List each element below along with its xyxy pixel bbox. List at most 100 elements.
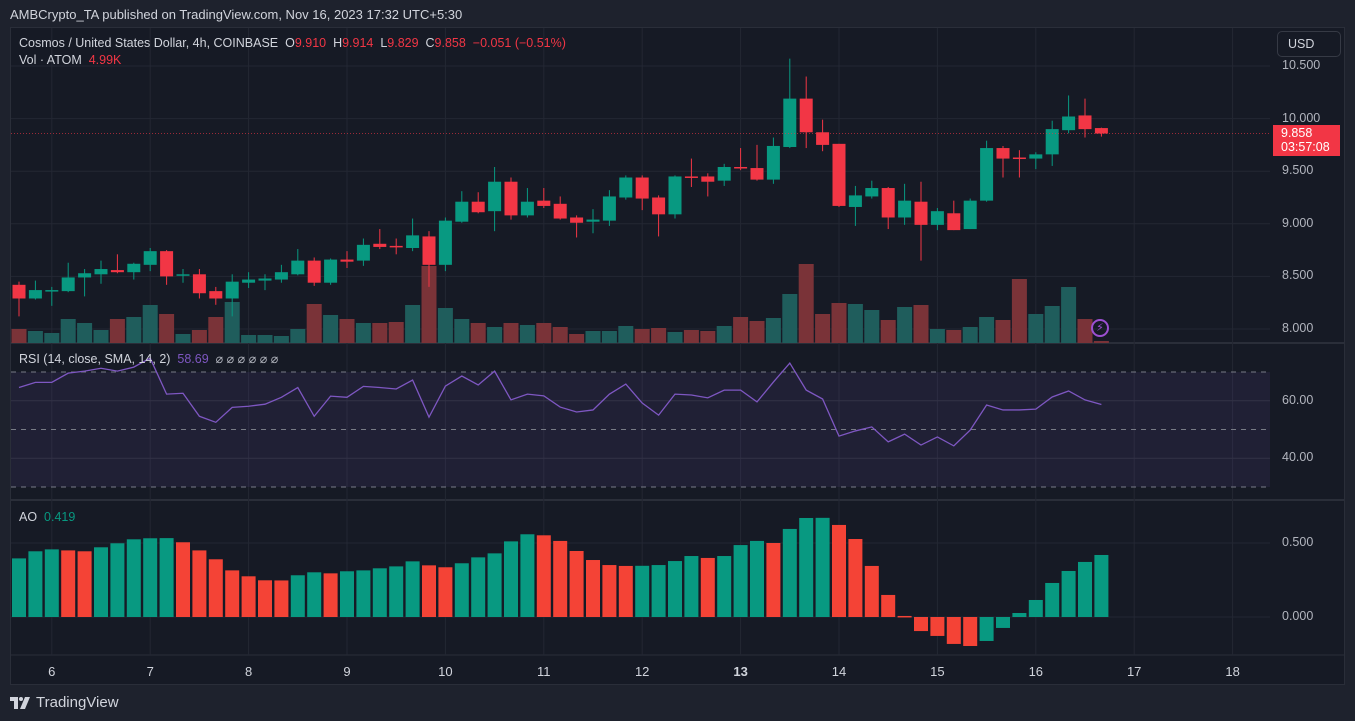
candle-body <box>291 260 305 275</box>
price-axis-label: 9.000 <box>1282 215 1314 230</box>
volume-bar <box>1011 279 1027 343</box>
ao-bar <box>225 570 240 617</box>
volume-bar <box>241 335 257 343</box>
candle-body <box>389 245 403 248</box>
time-axis-label: 14 <box>831 664 847 679</box>
volume-bar <box>979 317 995 343</box>
candle-body <box>504 181 518 216</box>
symbol-title[interactable]: Cosmos / United States Dollar, 4h, COINB… <box>19 36 279 50</box>
volume-bar <box>191 330 207 343</box>
volume-bar <box>27 331 43 343</box>
volume-bar <box>421 266 437 343</box>
candle-body <box>783 98 797 148</box>
volume-bar <box>257 335 273 343</box>
candle-body <box>684 176 698 178</box>
volume-bar <box>864 310 880 343</box>
high-value: 9.914 <box>342 36 374 50</box>
ao-bar <box>94 547 108 617</box>
rsi-label[interactable]: RSI (14, close, SMA, 14, 2) <box>19 352 171 366</box>
volume-bar <box>847 304 863 343</box>
candle-body <box>78 273 92 278</box>
volume-bar <box>1077 319 1093 343</box>
candle-body <box>1012 157 1026 160</box>
ao-bar <box>700 557 715 617</box>
ao-bar <box>176 542 190 617</box>
ao-bar <box>782 528 797 617</box>
candle-body <box>45 290 59 292</box>
ao-bar <box>1028 599 1043 617</box>
volume-bar <box>601 331 617 343</box>
candle-body <box>61 277 75 292</box>
ao-bar <box>733 545 748 617</box>
last-price: 9.858 <box>1281 126 1313 140</box>
candle-body <box>734 166 748 169</box>
ao-bar <box>438 567 453 617</box>
volume-bar <box>470 323 486 343</box>
volume-bar <box>1044 306 1060 343</box>
open-value: 9.910 <box>294 36 327 50</box>
ao-bar <box>389 566 404 617</box>
rsi-band <box>11 371 1270 488</box>
volume-bar <box>159 314 175 343</box>
volume-bar <box>618 326 634 343</box>
ao-bar <box>61 550 76 617</box>
candle-body <box>930 211 944 225</box>
candle-body <box>471 201 485 213</box>
time-axis-label: 16 <box>1028 664 1044 679</box>
volume-bar <box>962 327 978 343</box>
price-axis-label: 10.000 <box>1282 110 1321 125</box>
volume-label[interactable]: Vol · ATOM <box>19 53 82 67</box>
ao-bar <box>1045 582 1060 617</box>
ao-bar <box>405 561 420 617</box>
ao-label[interactable]: AO <box>19 510 38 524</box>
ao-bar <box>569 550 584 617</box>
candle-body <box>652 197 666 215</box>
volume-bar <box>290 329 306 343</box>
volume-bar <box>798 264 814 343</box>
ao-bar <box>799 517 814 617</box>
volume-bar <box>700 331 716 343</box>
time-axis-label: 9 <box>343 664 351 679</box>
time-axis-label: 8 <box>244 664 253 679</box>
volume-value: 4.99K <box>88 53 122 67</box>
currency-button[interactable]: USD <box>1277 31 1341 57</box>
lightning-icon[interactable]: ⚡︎ <box>1091 319 1109 337</box>
candle-body <box>1094 128 1108 134</box>
time-axis-label: 7 <box>146 664 154 679</box>
ao-bar <box>864 565 879 617</box>
volume-bar <box>585 331 601 343</box>
candle-body <box>209 291 223 299</box>
ao-bar <box>454 563 469 617</box>
candle-body <box>537 200 551 206</box>
time-axis-label: 13 <box>733 664 748 679</box>
ao-bar <box>44 549 59 617</box>
candle-body <box>668 176 682 215</box>
volume-bar <box>208 317 224 343</box>
volume-bar <box>552 327 568 343</box>
volume-bar <box>224 302 240 343</box>
candle-body <box>94 269 108 275</box>
ao-bar <box>930 617 945 636</box>
rsi-line <box>18 357 1102 447</box>
rsi-hidden-values: ⌀ ⌀ ⌀ ⌀ ⌀ ⌀ <box>216 352 279 366</box>
ao-bar <box>602 565 617 617</box>
publish-info: AMBCrypto_TA published on TradingView.co… <box>10 7 463 22</box>
ao-bar <box>323 573 338 617</box>
ao-bar <box>258 580 272 617</box>
volume-bar <box>77 323 93 343</box>
volume-bars <box>11 264 1109 343</box>
ao-bar <box>422 565 436 617</box>
ao-bar <box>963 617 978 647</box>
ao-bar <box>766 543 781 617</box>
ao-bar <box>471 557 486 617</box>
ao-bar <box>553 540 568 617</box>
volume-bar <box>175 334 191 343</box>
ao-bar <box>28 551 43 617</box>
volume-bar <box>1093 341 1109 343</box>
candle-body <box>619 177 633 198</box>
candle-body <box>717 166 731 181</box>
ao-bar <box>1012 613 1027 617</box>
ao-bar <box>848 539 863 617</box>
candle-body <box>143 251 157 265</box>
